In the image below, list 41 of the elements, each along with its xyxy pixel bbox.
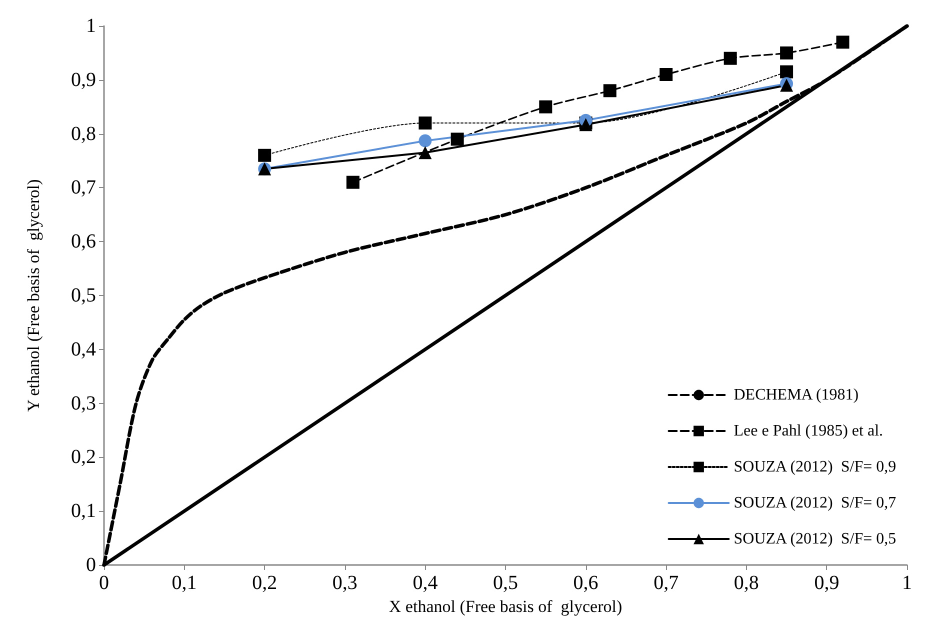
y-tick-label: 0,5 [71,284,96,306]
x-tick-label: 1 [902,572,912,594]
y-tick-label: 0,9 [71,68,96,91]
y-tick-label: 0,4 [71,338,96,360]
x-tick-label: 0,6 [573,572,598,594]
point [258,148,272,162]
x-tick-label: 0,5 [493,572,518,594]
point [660,68,673,82]
point [346,176,360,189]
x-tick-label: 0,8 [734,572,759,594]
point [603,84,616,98]
legend-label: SOUZA (2012) S/F= 0,7 [734,494,896,512]
y-tick-label: 0,3 [71,392,96,414]
y-tick-label: 0 [86,554,96,576]
point [418,134,432,148]
x-tick-label: 0,1 [172,572,197,594]
point [780,65,794,78]
point [450,132,464,146]
x-axis-title: X ethanol (Free basis of glycerol) [388,596,622,616]
y-axis-title: Y ethanol (Free basis of glycerol) [24,179,43,412]
x-tick-label: 0,4 [412,572,438,594]
legend-label: DECHEMA (1981) [734,386,859,404]
point [418,146,432,160]
point [836,36,850,49]
legend-label: SOUZA (2012) S/F= 0,9 [734,458,896,476]
x-tick-label: 0,2 [252,572,278,594]
y-tick-label: 0,7 [71,176,96,199]
x-tick-label: 0,9 [814,572,840,594]
y-tick-label: 0,1 [71,500,96,522]
point [724,52,737,65]
y-tick-label: 0,6 [71,230,96,253]
y-tick-label: 0,2 [71,446,96,468]
x-tick-label: 0,3 [332,572,358,594]
point [780,46,794,60]
y-tick-label: 1 [86,15,96,37]
x-tick-label: 0,7 [654,572,679,594]
point [418,116,432,130]
legend-label: SOUZA (2012) S/F= 0,5 [734,530,896,548]
y-tick-label: 0,8 [71,122,96,145]
point [539,100,552,114]
legend-label: Lee e Pahl (1985) et al. [734,422,884,440]
